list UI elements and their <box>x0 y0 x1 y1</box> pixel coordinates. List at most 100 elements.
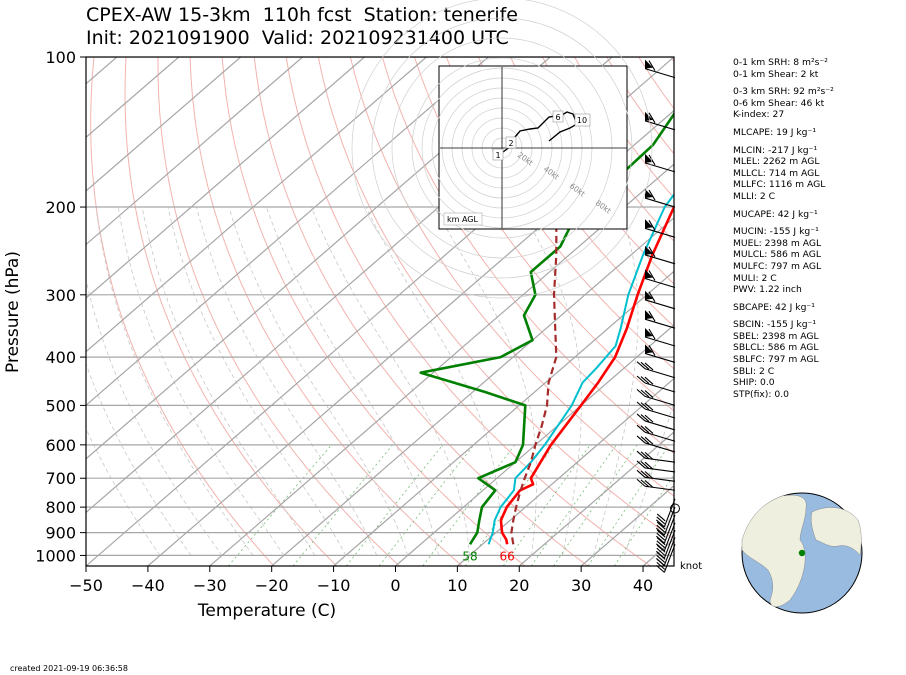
moist-adiabat <box>519 206 582 556</box>
chart-subtitle: Init: 2021091900 Valid: 202109231400 UTC <box>86 27 509 49</box>
temperature-profile <box>499 204 674 545</box>
hodo-ring <box>351 0 653 299</box>
stat-line: SBCIN: -155 J kg⁻¹ <box>733 319 817 331</box>
svg-text:1: 1 <box>495 151 500 160</box>
hodo-height-label: 1 <box>492 148 504 161</box>
x-axis-label: Temperature (C) <box>197 601 336 621</box>
wind-barb <box>636 450 676 463</box>
isotherm <box>86 57 427 353</box>
wind-barb <box>644 310 676 329</box>
y-tick-label: 100 <box>45 48 76 67</box>
wind-barb <box>636 478 676 491</box>
mixing-ratio-line <box>422 444 516 566</box>
axes: −50 −40 −30 −20 −10 0 10 20 30 40 100 200 300 400 500 6… <box>35 48 653 595</box>
wind-barb <box>655 514 676 544</box>
y-tick-label: 600 <box>45 436 76 455</box>
y-tick-label: 700 <box>45 469 76 488</box>
dry-adiabat <box>285 57 651 566</box>
station-marker <box>798 549 806 557</box>
stability-indices-panel: 0-1 km SRH: 8 m²s⁻² 0-1 km Shear: 2 kt 0-3… <box>733 57 834 400</box>
wind-barb <box>636 388 676 406</box>
mixing-ratio-line <box>228 444 332 566</box>
wind-barb <box>644 327 676 347</box>
mixing-ratio-line <box>553 444 638 566</box>
x-tick-label: −20 <box>255 576 289 595</box>
americas-landmass <box>741 495 807 607</box>
stat-line: MLLFC: 1116 m AGL <box>733 179 826 191</box>
wind-barb <box>644 344 676 363</box>
stat-line: STP(fix): 0.0 <box>733 388 790 400</box>
location-globe <box>741 492 863 614</box>
wind-barbs <box>636 59 680 573</box>
moist-adiabat <box>434 206 538 556</box>
moist-adiabat <box>228 206 409 556</box>
wind-barb <box>644 219 676 238</box>
stat-line: MLCAPE: 19 J kg⁻¹ <box>733 126 817 138</box>
dry-adiabat <box>510 57 674 285</box>
dry-adiabat <box>157 57 400 566</box>
y-tick-label: 300 <box>45 286 76 305</box>
wind-barb <box>655 506 676 536</box>
dry-adiabat <box>189 57 463 566</box>
stat-line: MLCIN: -217 J kg⁻¹ <box>733 144 818 156</box>
stat-line: 0-3 km SRH: 92 m²s⁻² <box>733 86 834 98</box>
dry-adiabat <box>831 57 906 566</box>
europe-africa-landmass <box>811 507 862 556</box>
stat-line: MUEL: 2398 m AGL <box>733 237 822 249</box>
isotherm <box>395 324 674 566</box>
x-tick-label: −30 <box>193 576 227 595</box>
wetbulb-profile <box>487 192 674 545</box>
isotherm <box>147 109 674 566</box>
mixing-ratio-line <box>292 444 394 566</box>
stat-line: 0-1 km Shear: 2 kt <box>733 68 819 80</box>
mixing-ratio-line <box>345 444 444 566</box>
svg-text:6: 6 <box>555 113 560 122</box>
wind-barb <box>655 498 676 528</box>
dry-adiabat <box>445 57 674 370</box>
y-tick-label: 800 <box>45 498 76 517</box>
x-tick-label: 10 <box>447 576 467 595</box>
stat-line: SBLI: 2 C <box>733 365 775 377</box>
dry-adiabat <box>124 57 338 566</box>
stat-line: SHIP: 0.0 <box>733 377 775 389</box>
wind-barb <box>636 375 676 393</box>
hodo-height-label: 6 <box>552 110 564 123</box>
dry-adiabat <box>349 57 674 497</box>
stat-line: MLLI: 2 C <box>733 190 776 202</box>
wind-barb <box>644 59 676 79</box>
isotherm <box>333 270 674 566</box>
stat-line: MLEL: 2262 m AGL <box>733 156 820 168</box>
wind-barb <box>644 153 676 173</box>
stat-line: SBCAPE: 42 J kg⁻¹ <box>733 301 815 313</box>
y-axis-label: Pressure (hPa) <box>3 251 23 373</box>
x-tick-label: 30 <box>571 576 591 595</box>
svg-text:2: 2 <box>508 139 513 148</box>
plot-frame <box>85 56 675 567</box>
chart-title: CPEX-AW 15-3km 110h fcst Station: teneri… <box>86 4 518 26</box>
isotherm <box>518 431 674 566</box>
hodograph-inset: 20kt 40kt 60kt 80kt 1 2 6 10 km AGL <box>351 0 653 299</box>
surface-dewpoint-label: 58 <box>462 549 477 563</box>
hodo-height-label: 10 <box>574 113 591 127</box>
x-tick-label: −50 <box>69 576 103 595</box>
stat-line: SBLFC: 797 m AGL <box>733 354 819 366</box>
moist-adiabat <box>167 206 347 556</box>
isotherm <box>271 216 674 566</box>
isotherm <box>86 57 242 192</box>
mixing-ratio-line <box>587 444 670 566</box>
dry-adiabat <box>413 57 674 412</box>
y-tick-label: 1000 <box>35 546 76 565</box>
mixing-ratio-line <box>530 444 617 566</box>
isotherm <box>209 163 674 566</box>
calm-wind-marker <box>670 503 680 514</box>
x-tick-label: 40 <box>633 576 653 595</box>
y-tick-label: 200 <box>45 198 76 217</box>
hodo-height-label: 2 <box>505 136 517 149</box>
isotherm <box>457 377 674 566</box>
stat-line: SBEL: 2398 m AGL <box>733 330 819 342</box>
stat-line: MUCAPE: 42 J kg⁻¹ <box>733 208 818 220</box>
created-timestamp: created 2021-09-19 06:36:58 <box>10 664 128 673</box>
stat-line: K-index: 27 <box>733 109 785 121</box>
stat-line: PWV: 1.22 inch <box>733 284 802 296</box>
